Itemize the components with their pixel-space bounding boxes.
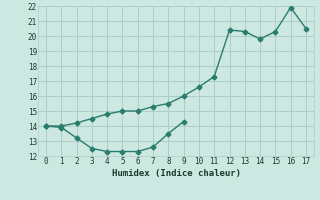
X-axis label: Humidex (Indice chaleur): Humidex (Indice chaleur)	[111, 169, 241, 178]
